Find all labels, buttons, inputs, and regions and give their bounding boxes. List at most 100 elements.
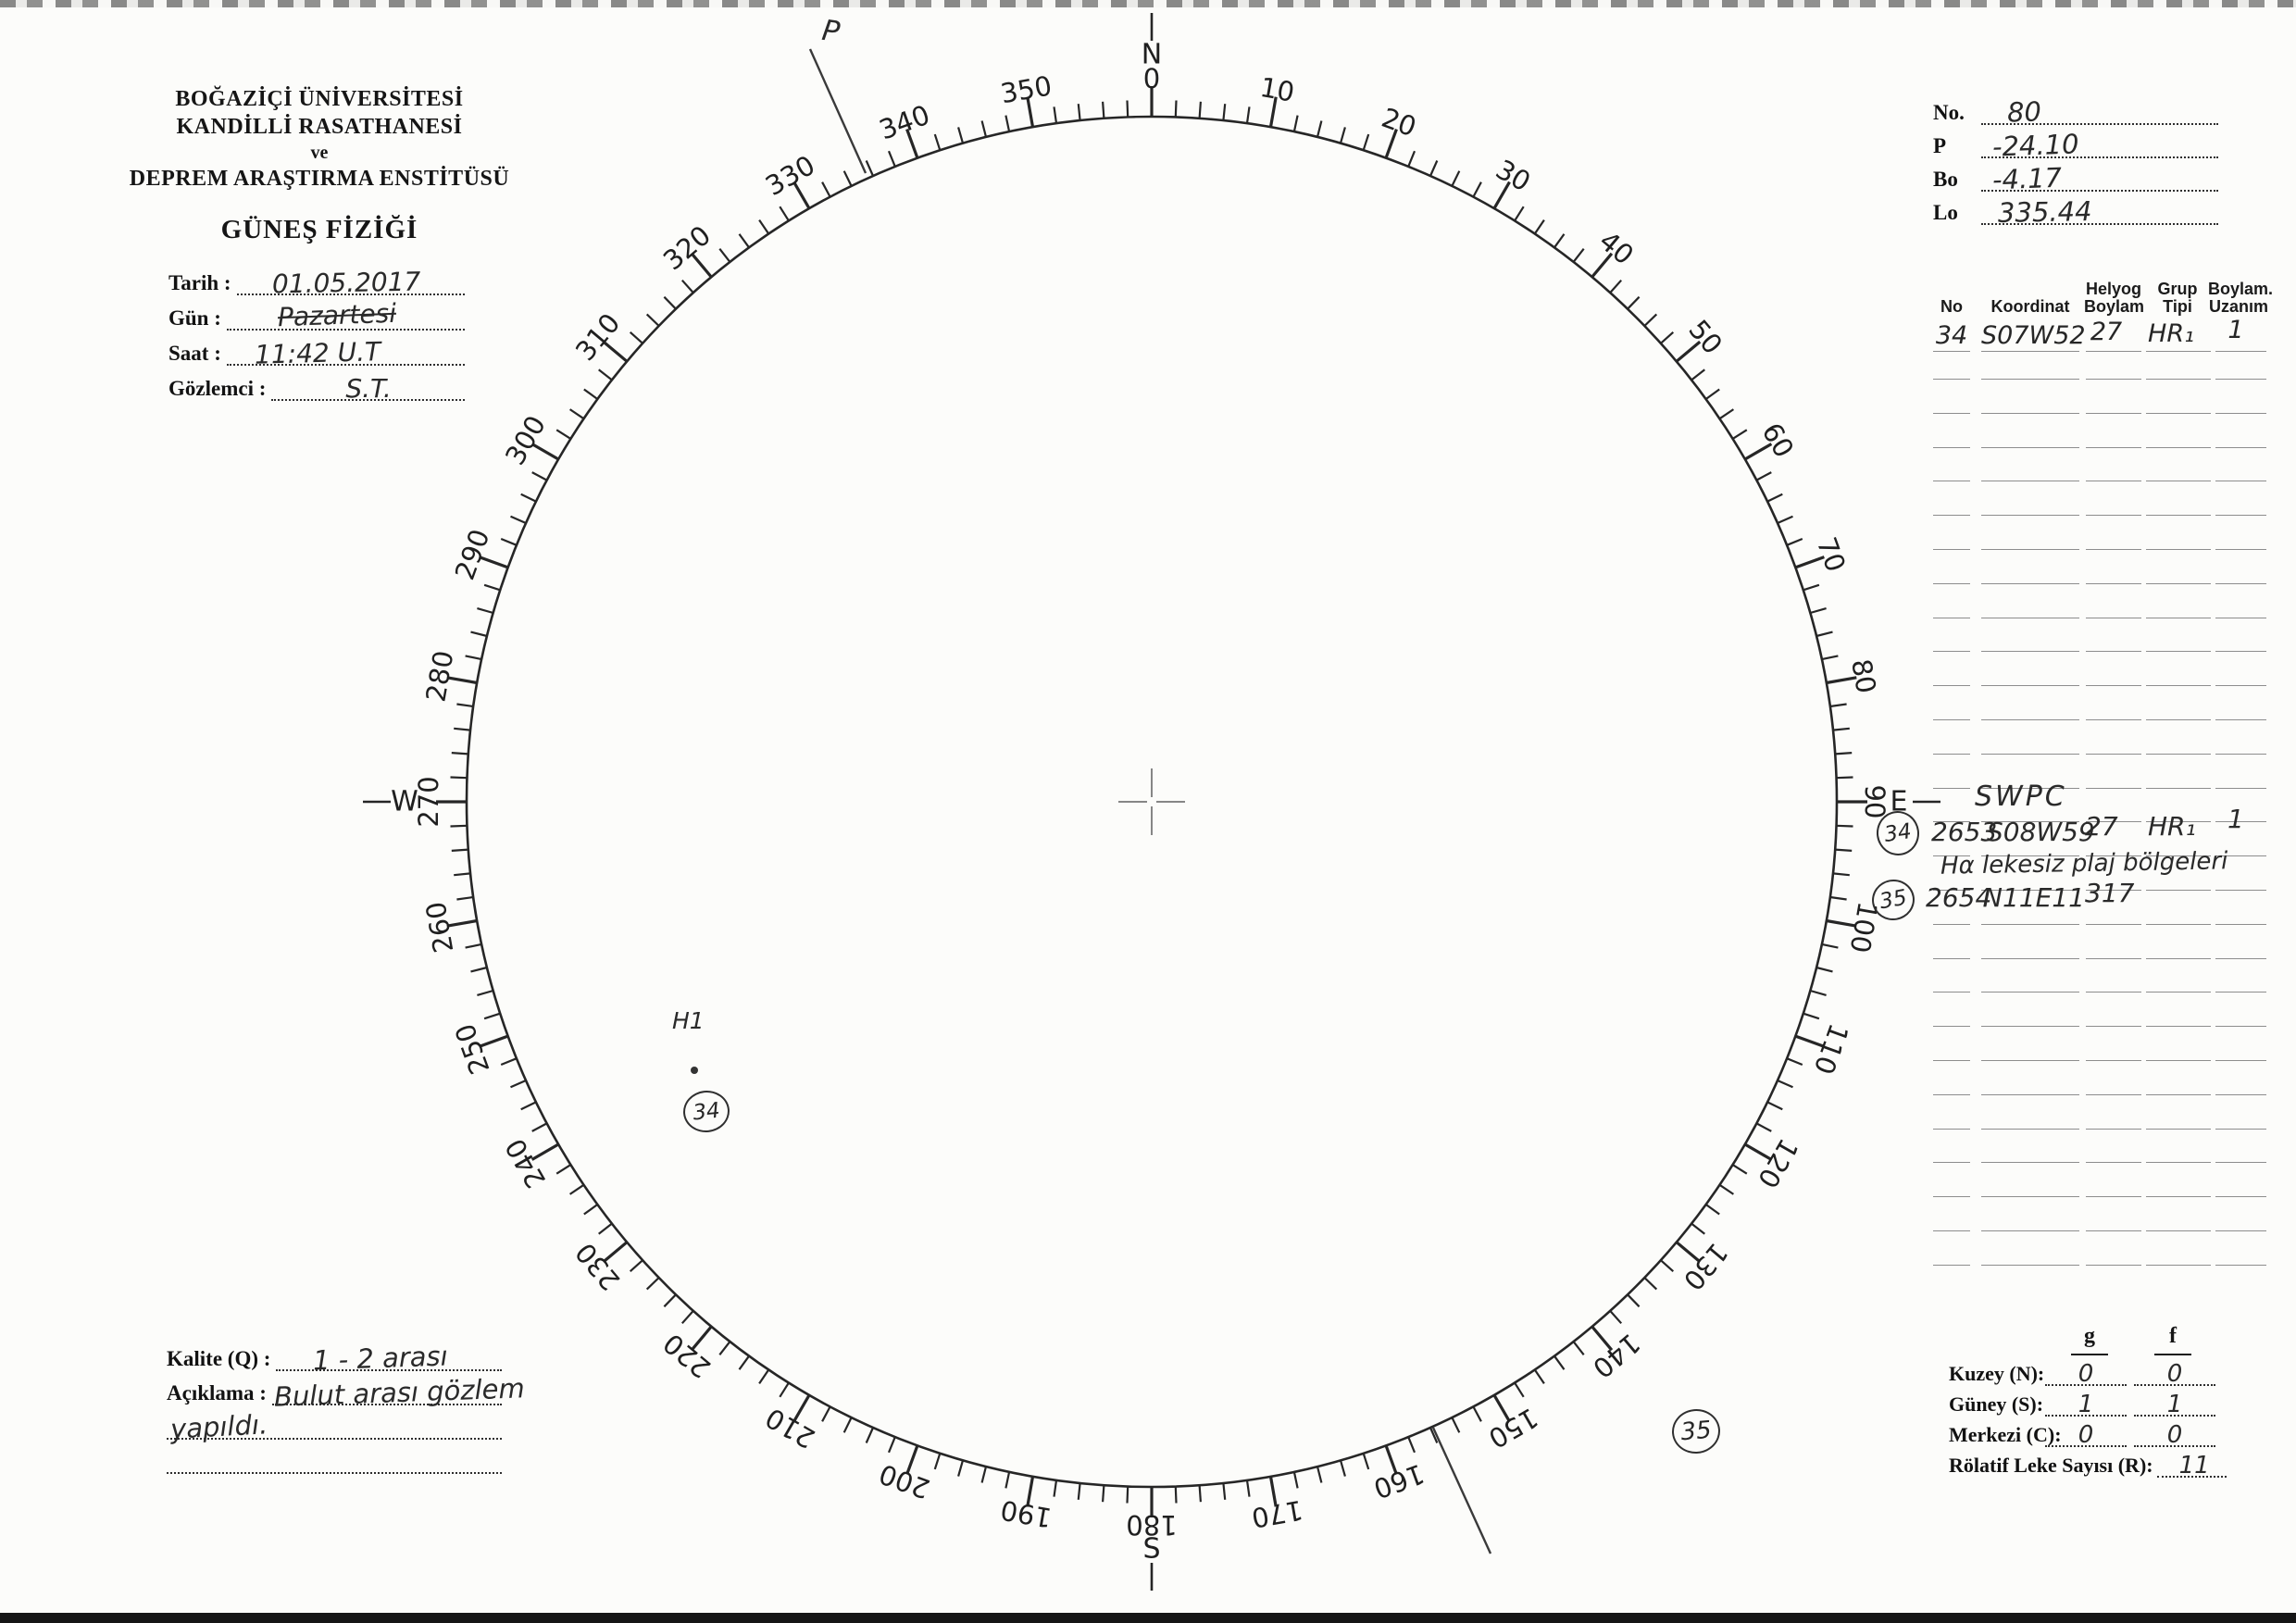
field-aciklama-blank [167,1447,502,1474]
aciklama-value-line2: yapıldı. [169,1408,268,1445]
bo-line: -4.17 [1981,162,2218,195]
tarih-label: Tarih : [168,271,231,294]
swpc-row2-koordinat: N11E11 [1983,882,2085,913]
gozlemci-label: Gözlemci : [168,377,267,400]
degree-label-130: 130 [1677,1237,1734,1296]
swpc-row2-no: 2654 [1926,882,1992,913]
cardinal-letters: N E S W [391,39,1907,1566]
swpc-row1-uzanim: 1 [2227,804,2244,834]
degree-label-50: 50 [1682,314,1728,360]
observation-fields: Tarih : 01.05.2017 Gün : Pazartesi Saat … [168,267,465,409]
south-g-line: 1 [2045,1391,2127,1418]
lo-line: 335.44 [1981,195,2218,229]
degree-label-280: 280 [419,648,459,704]
field-saat: Saat : 11:42 U.T [168,336,465,370]
col-header-helyog: Helyog Boylam [2084,280,2145,316]
position-angle-line-south [1431,1427,1492,1554]
kalite-value: 1 - 2 arası [312,1340,449,1377]
sunspot-dot [691,1067,698,1074]
no-value: 80 [2006,95,2042,129]
degree-label-240: 240 [499,1133,552,1193]
field-bo: Bo -4.17 [1933,162,2218,195]
p-label: P [1933,134,1947,157]
swpc-row2-helyog: 317 [2085,878,2135,908]
field-aciklama: Açıklama : Bulut arası gözlem [167,1372,525,1413]
north-g-value: 0 [2078,1360,2094,1388]
field-lo: Lo 335.44 [1933,195,2218,229]
south-f-line: 1 [2134,1391,2215,1418]
f-column-header: f [2154,1324,2191,1355]
degree-label-210: 210 [760,1402,820,1454]
degree-label-20: 20 [1378,102,1420,144]
cardinal-E: E [1890,786,1908,818]
field-p: P -24.10 [1933,128,2218,163]
degree-label-40: 40 [1593,225,1640,271]
gun-line: Pazartesi [226,298,465,332]
central-label: Merkezi (C): [1949,1423,2062,1446]
gun-value: Pazartesi [277,297,397,333]
field-kalite: Kalite (Q) : 1 - 2 arası [167,1340,502,1377]
col-header-koordinat: Koordinat [1990,297,2070,316]
field-no: No. 80 [1933,95,2218,129]
degree-label-0: 0 [1143,63,1160,94]
degree-label-350: 350 [998,69,1054,109]
count-row-central: Merkezi (C): 0 0 [1949,1421,2227,1449]
p-line: -24.10 [1981,128,2218,163]
central-g-line: 0 [2045,1421,2127,1449]
degree-label-340: 340 [875,99,934,146]
degree-label-200: 200 [875,1457,934,1504]
cardinal-W: W [391,786,418,818]
degree-label-230: 230 [569,1237,627,1296]
cardinal-N: N [1142,39,1162,71]
saat-label: Saat : [168,342,221,365]
kalite-label: Kalite (Q) : [167,1347,271,1370]
cardinal-S: S [1142,1533,1160,1566]
saat-line: 11:42 U.T [226,336,465,370]
aciklama-value-line1: Bulut arası gözlem [273,1372,526,1413]
degree-label-320: 320 [657,219,717,277]
lo-label: Lo [1933,201,1958,224]
swpc-row1-koordinat: S08W59 [1987,817,2095,847]
relative-line: 11 [2156,1452,2227,1479]
solar-disk-circle [465,115,1839,1489]
degree-label-60: 60 [1755,418,1800,463]
bo-label: Bo [1933,168,1958,191]
field-gozlemci: Gözlemci : S.T. [168,373,465,404]
row1-grup: HR₁ [2148,319,2194,348]
gun-label: Gün : [168,306,221,330]
swpc-title: SWPC [1975,780,2067,813]
degree-label-110: 110 [1807,1019,1854,1079]
count-row-relative: Rölatif Leke Sayısı (R): 11 [1949,1452,2227,1479]
swpc-row1-no: 2653 [1931,817,1998,847]
count-row-north: Kuzey (N): 0 0 [1949,1360,2227,1388]
degree-label-140: 140 [1587,1327,1646,1384]
sunspot-region-label: H1 [672,1007,705,1034]
row1-helyog: 27 [2090,318,2123,346]
degree-label-80: 80 [1845,656,1882,695]
degree-label-90: 90 [1859,785,1890,819]
aciklama-line2: yapıldı. [167,1408,502,1445]
degree-label-190: 190 [998,1494,1054,1534]
bo-value: -4.17 [1991,161,2063,196]
field-tarih: Tarih : 01.05.2017 [168,267,465,299]
relative-label: Rölatif Leke Sayısı (R): [1949,1454,2153,1477]
degree-label-30: 30 [1491,154,1536,198]
lo-value: 335.44 [1997,195,2092,229]
row1-no: 34 [1935,321,1968,350]
central-g-value: 0 [2078,1421,2094,1449]
scan-edge-top [0,0,2296,7]
swpc-row1-grup: HR₁ [2148,811,2196,842]
saat-value: 11:42 U.T [254,336,381,370]
central-f-line: 0 [2134,1421,2215,1449]
degree-label-10: 10 [1257,71,1296,108]
degree-label-180: 180 [1126,1509,1177,1541]
aciklama-line3 [167,1447,502,1474]
swpc-note: Hα lekesiz plaj bölgeleri [1940,847,2228,880]
row1-uzanim: 1 [2227,316,2244,344]
aciklama-line1: Bulut arası gözlem [271,1372,525,1413]
degree-label-120: 120 [1752,1133,1804,1193]
no-line: 80 [1981,95,2218,129]
degree-label-150: 150 [1483,1402,1543,1454]
